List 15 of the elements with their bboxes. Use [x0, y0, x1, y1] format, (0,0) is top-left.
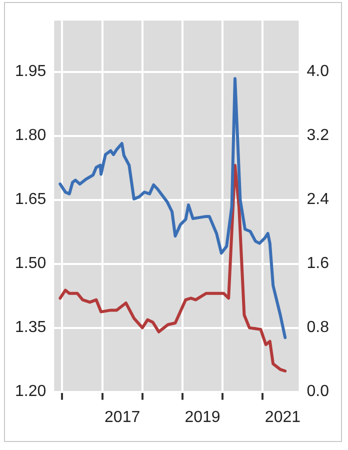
y2-tick-label: 0.8	[306, 319, 330, 336]
y2-tick-label: 3.2	[306, 127, 330, 144]
y-tick-label: 1.50	[15, 255, 46, 272]
y2-tick-label: 1.6	[306, 255, 330, 272]
x-tick-label: 2017	[104, 408, 140, 426]
y2-tick-label: 4.0	[306, 63, 330, 80]
x-tick-label: 2019	[184, 408, 220, 426]
y-tick-label: 1.65	[15, 191, 46, 208]
y-tick-label: 1.20	[15, 383, 46, 400]
y2-tick-label: 2.4	[306, 191, 330, 208]
y-tick-label: 1.95	[15, 63, 46, 80]
y-tick-label: 1.35	[15, 319, 46, 336]
y-tick-label: 1.80	[15, 127, 46, 144]
y2-tick-label: 0.0	[306, 383, 330, 400]
x-tick-label: 2021	[264, 408, 301, 426]
